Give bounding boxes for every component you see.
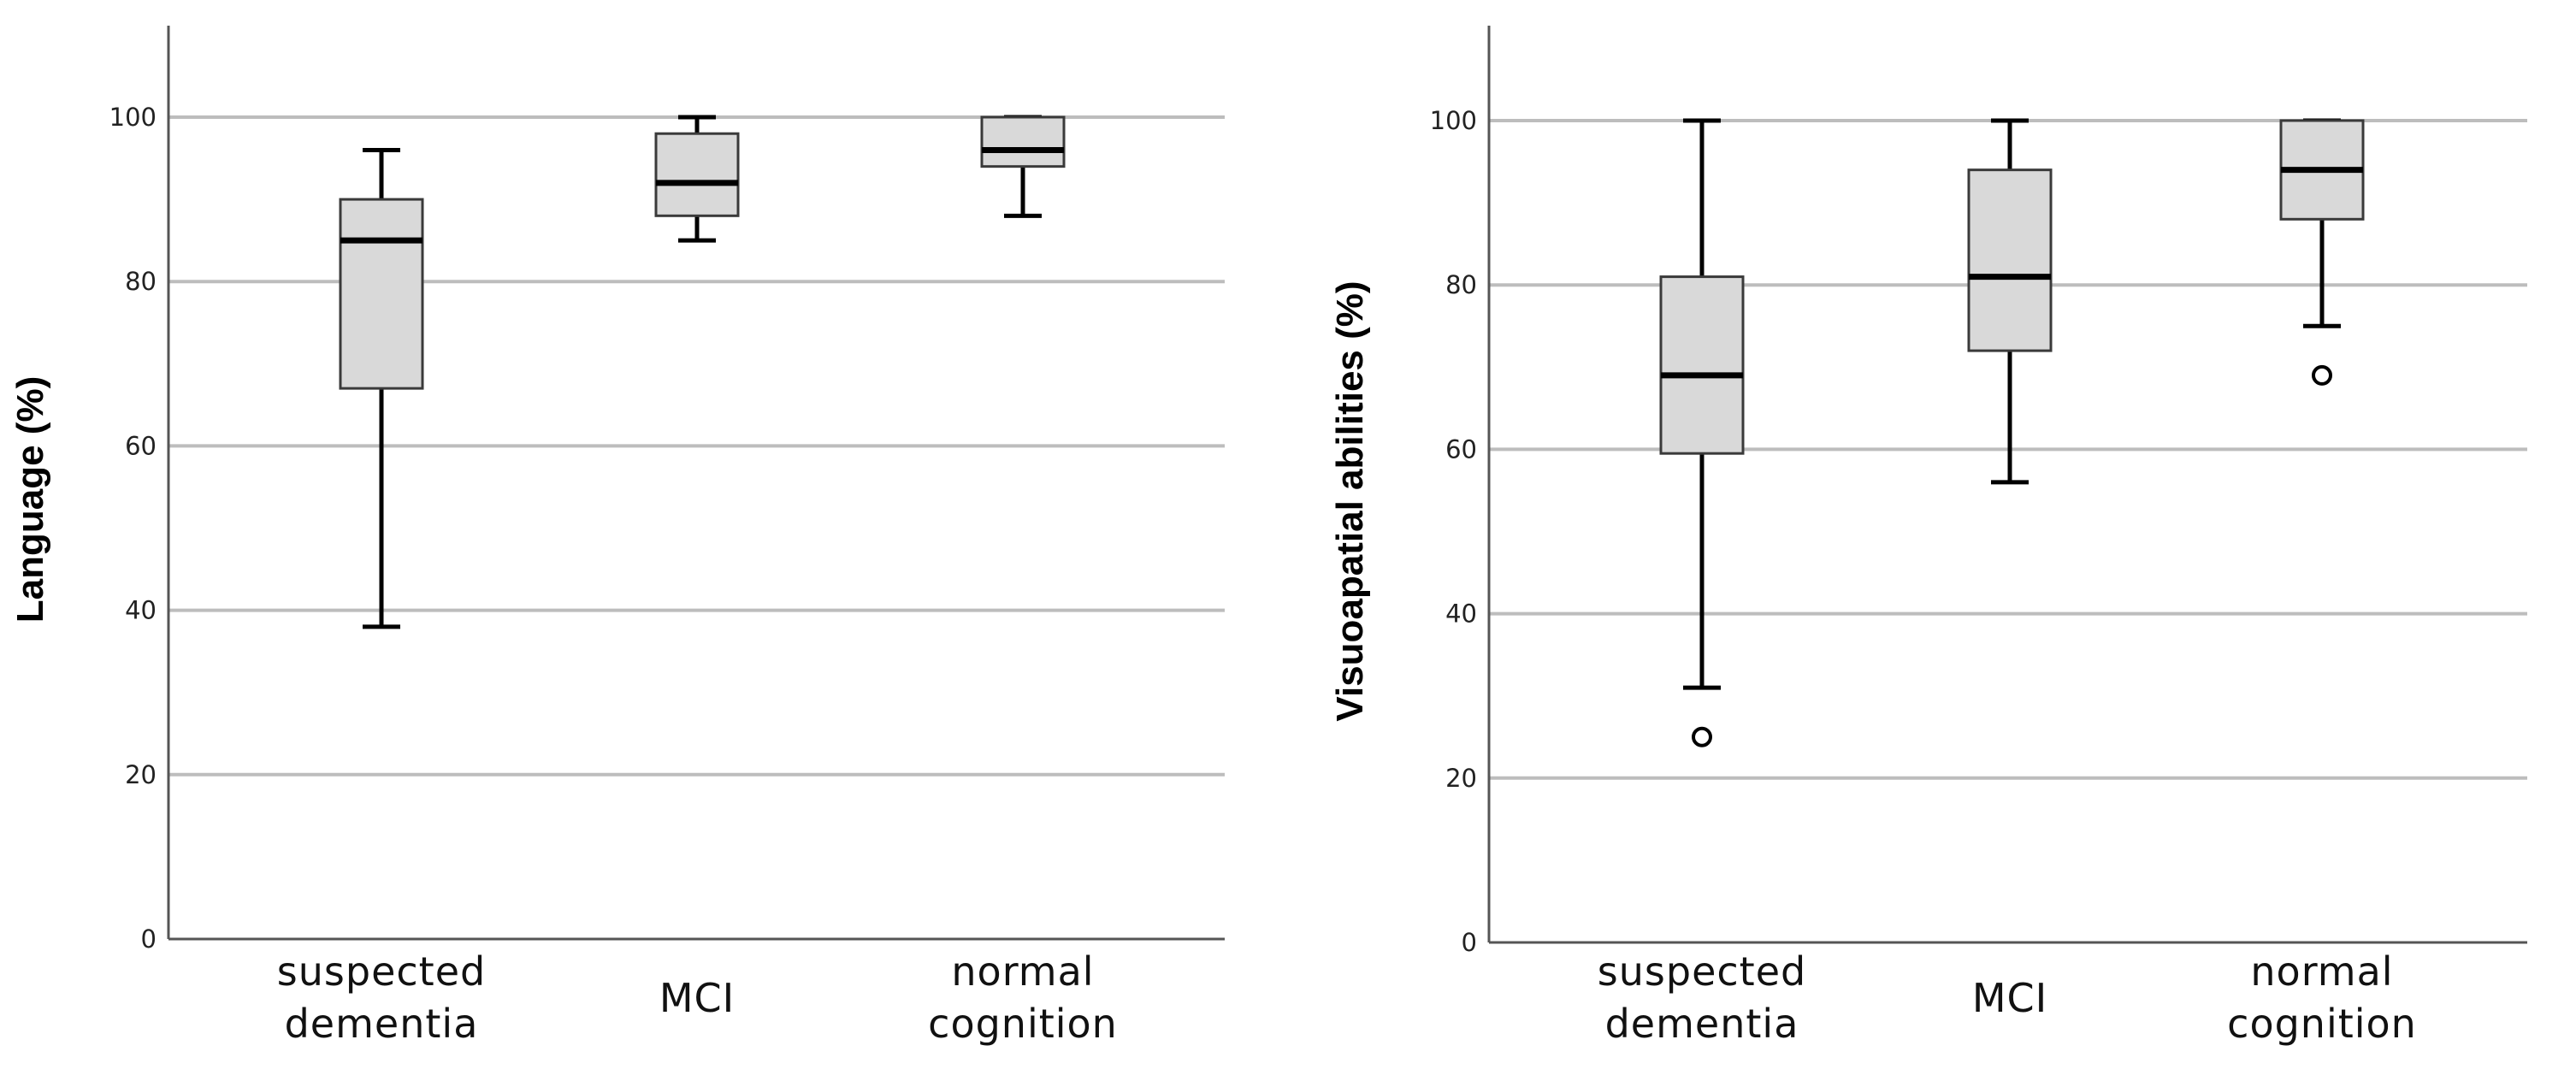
box-1 [339, 147, 424, 629]
x-category-label: cognition [928, 1001, 1118, 1047]
y-tick-label: 40 [1445, 600, 1477, 629]
x-category-label: normal [2250, 948, 2393, 995]
interquartile-box [980, 115, 1066, 168]
x-category-label: normal [951, 948, 1094, 995]
interquartile-box [339, 198, 424, 390]
y-tick-label: 0 [141, 924, 157, 954]
y-tick-label: 20 [125, 760, 157, 789]
y-tick-label: 60 [1445, 434, 1477, 464]
x-category-label: dementia [1605, 1001, 1799, 1047]
y-tick-label: 60 [125, 431, 157, 460]
y-axis-title: Visuoapatial abilities (%) [1329, 281, 1371, 721]
outlier-point [1692, 726, 1712, 747]
x-category-label: cognition [2227, 1001, 2417, 1047]
y-tick-label: 100 [1430, 106, 1477, 135]
box-2 [654, 115, 740, 243]
x-category-label: dementia [285, 1001, 479, 1047]
box-1 [1659, 118, 1745, 747]
x-category-label: suspected [1598, 948, 1806, 995]
box-2 [1967, 118, 2053, 485]
box-3 [2279, 118, 2365, 386]
x-category-label: MCI [1972, 975, 2047, 1021]
y-tick-label: 80 [125, 267, 157, 296]
boxplot-panel-1: 0 20 40 60 80 100 Language (%) suspected dementi… [9, 26, 1225, 1047]
outlier-point [2312, 364, 2332, 386]
y-axis-title: Language (%) [9, 376, 51, 623]
interquartile-box [654, 132, 740, 217]
y-tick-label: 0 [1462, 928, 1477, 957]
box-3 [980, 115, 1066, 218]
y-tick-label: 100 [109, 103, 157, 132]
y-tick-label: 80 [1445, 270, 1477, 299]
interquartile-box [1967, 168, 2053, 352]
x-category-label: MCI [659, 975, 735, 1021]
y-tick-label: 20 [1445, 764, 1477, 793]
interquartile-box [1659, 275, 1745, 455]
x-category-label: suspected [277, 948, 486, 995]
boxplot-panel-2: 0 20 40 60 80 100 Visuoapatial abilities (%) su… [1329, 26, 2527, 1047]
y-tick-label: 40 [125, 596, 157, 625]
